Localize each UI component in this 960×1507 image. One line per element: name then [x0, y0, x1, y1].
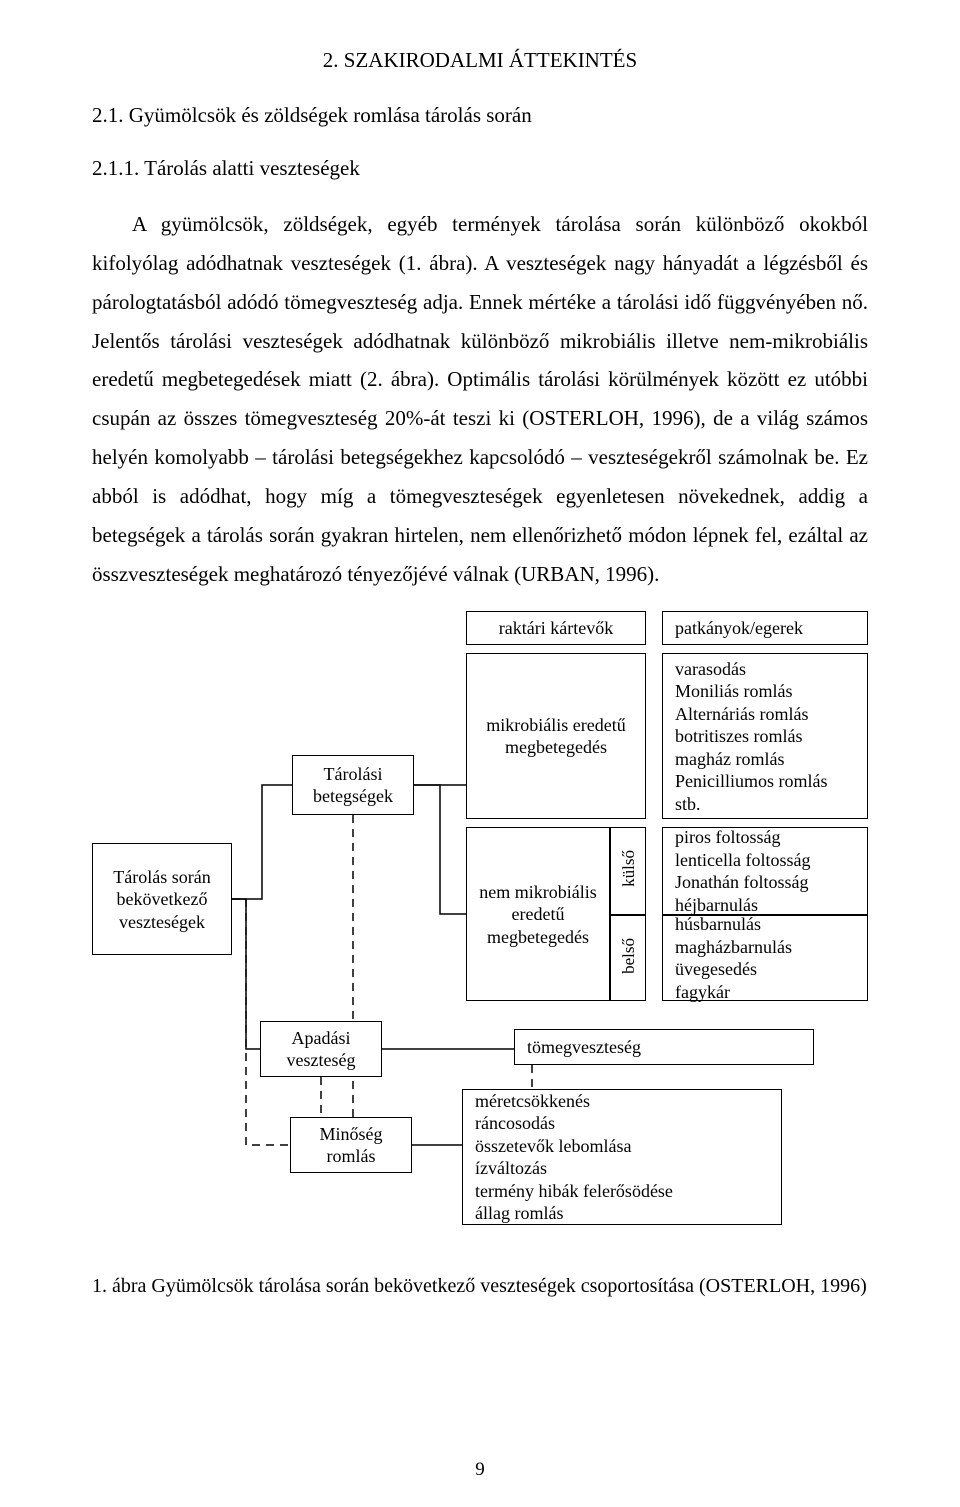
figure-caption: 1. ábra Gyümölcsök tárolása során beköve…	[92, 1275, 868, 1298]
node-nonmicro: nem mikrobiális eredetű megbetegedés	[466, 827, 610, 1001]
node-qlist: méretcsökkenésráncosodásösszetevők lebom…	[462, 1089, 782, 1225]
node-quality: Minőség romlás	[290, 1117, 412, 1173]
node-outerlist: piros foltosságlenticella foltosságJonat…	[662, 827, 868, 915]
node-massloss: tömegveszteség	[514, 1029, 814, 1065]
heading-subsection: 2.1.1. Tárolás alatti veszteségek	[92, 156, 868, 181]
node-innerlist: húsbarnulásmagházbarnulásüvegesedésfagyk…	[662, 915, 868, 1001]
node-shrink: Apadási veszteség	[260, 1021, 382, 1077]
heading-chapter: 2. SZAKIRODALMI ÁTTEKINTÉS	[92, 48, 868, 73]
node-micro: mikrobiális eredetű megbetegedés	[466, 653, 646, 819]
page-number: 9	[0, 1459, 960, 1481]
node-microlist: varasodásMoniliás romlásAlternáriás roml…	[662, 653, 868, 819]
node-root: Tárolás során bekövetkező veszteségek	[92, 843, 232, 955]
node-inner: belső	[610, 915, 646, 1001]
heading-section: 2.1. Gyümölcsök és zöldségek romlása tár…	[92, 103, 868, 128]
loss-flowchart: Tárolás során bekövetkező veszteségek Tár…	[92, 611, 868, 1241]
node-rats: patkányok/egerek	[662, 611, 868, 645]
node-pests: raktári kártevők	[466, 611, 646, 645]
node-diseases: Tárolási betegségek	[292, 755, 414, 815]
body-paragraph: A gyümölcsök, zöldségek, egyéb termények…	[92, 205, 868, 593]
node-outer: külső	[610, 827, 646, 915]
